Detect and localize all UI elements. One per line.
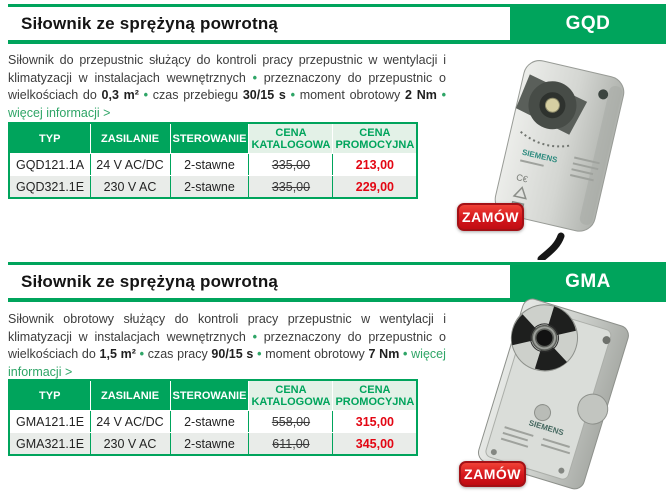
product-image-gqd-actuator: SIEMENS C€ bbox=[455, 52, 655, 263]
cell-power: 230 V AC bbox=[89, 432, 171, 456]
col-header-typ: TYP bbox=[8, 379, 91, 411]
desc-spec: 1,5 m² bbox=[99, 347, 136, 361]
cell-power: 24 V AC/DC bbox=[89, 153, 171, 176]
table-header-row: TYP ZASILANIE STEROWANIE CENA KATALOGOWA… bbox=[8, 122, 418, 154]
product-series-badge-gma: GMA bbox=[565, 271, 611, 292]
product-image-gma-actuator: SIEMENS bbox=[452, 296, 648, 494]
cell-type: GQD321.1E bbox=[8, 175, 91, 199]
cell-type: GMA121.1E bbox=[8, 410, 91, 433]
desc-text: moment obrotowy bbox=[299, 88, 401, 102]
product-description-gma: Siłownik obrotowy służący do kontroli pr… bbox=[8, 311, 446, 381]
section-title-box: Siłownik ze sprężyną powrotną bbox=[8, 265, 510, 298]
table-row: GQD121.1A 24 V AC/DC 2-stawne 335,00 213… bbox=[8, 153, 418, 176]
bullet-separator: • bbox=[257, 347, 262, 361]
price-table-gma: TYP ZASILANIE STEROWANIE CENA KATALOGOWA… bbox=[8, 379, 419, 456]
section-title: Siłownik ze sprężyną powrotną bbox=[21, 13, 279, 33]
product-series-badge-gqd: GQD bbox=[565, 13, 611, 34]
cell-control: 2-stawne bbox=[169, 432, 250, 456]
bullet-separator: • bbox=[252, 70, 257, 85]
col-header-zasilanie: ZASILANIE bbox=[89, 379, 171, 411]
col-header-cena-promocyjna: CENA PROMOCYJNA bbox=[332, 379, 418, 411]
desc-spec: 7 Nm bbox=[368, 347, 400, 361]
order-button-gqd[interactable]: ZAMÓW bbox=[457, 203, 524, 231]
cell-promo-price: 345,00 bbox=[332, 432, 418, 456]
desc-spec: 0,3 m² bbox=[101, 88, 139, 102]
desc-text: czas przebiegu bbox=[152, 88, 239, 102]
desc-text: przeznaczony do przepustnic o wielkościa… bbox=[8, 329, 446, 362]
desc-spec: 2 Nm bbox=[405, 88, 437, 102]
bullet-separator: • bbox=[139, 347, 144, 361]
cell-power: 24 V AC/DC bbox=[89, 410, 171, 433]
cell-control: 2-stawne bbox=[169, 153, 250, 176]
bullet-separator: • bbox=[441, 88, 446, 102]
desc-text: moment obrotowy bbox=[265, 347, 365, 361]
section-title-box: Siłownik ze sprężyną powrotną bbox=[8, 7, 510, 40]
power-cable bbox=[537, 232, 565, 263]
desc-spec: 90/15 s bbox=[211, 347, 254, 361]
cell-promo-price: 229,00 bbox=[332, 175, 418, 199]
price-table-gqd: TYP ZASILANIE STEROWANIE CENA KATALOGOWA… bbox=[8, 122, 419, 199]
cell-control: 2-stawne bbox=[169, 175, 250, 199]
table-row: GQD321.1E 230 V AC 2-stawne 335,00 229,0… bbox=[8, 175, 418, 199]
col-header-cena-katalogowa: CENA KATALOGOWA bbox=[248, 122, 334, 154]
svg-text:C€: C€ bbox=[515, 172, 528, 184]
table-header-row: TYP ZASILANIE STEROWANIE CENA KATALOGOWA… bbox=[8, 379, 418, 411]
bullet-separator: • bbox=[403, 347, 408, 361]
desc-spec: 30/15 s bbox=[242, 88, 286, 102]
col-header-sterowanie: STEROWANIE bbox=[169, 122, 250, 154]
order-button-gma[interactable]: ZAMÓW bbox=[459, 461, 526, 487]
table-row: GMA121.1E 24 V AC/DC 2-stawne 558,00 315… bbox=[8, 410, 418, 433]
col-header-cena-promocyjna: CENA PROMOCYJNA bbox=[332, 122, 418, 154]
cell-list-price: 335,00 bbox=[248, 153, 334, 176]
bullet-separator: • bbox=[290, 88, 295, 102]
cell-type: GMA321.1E bbox=[8, 432, 91, 456]
desc-text: Siłownik obrotowy służący do kontroli pr… bbox=[8, 312, 446, 344]
bullet-separator: • bbox=[143, 88, 149, 102]
cell-promo-price: 315,00 bbox=[332, 410, 418, 433]
section-header-gma: Siłownik ze sprężyną powrotną GMA bbox=[8, 262, 666, 302]
section-title: Siłownik ze sprężyną powrotną bbox=[21, 271, 279, 291]
cell-type: GQD121.1A bbox=[8, 153, 91, 176]
cell-promo-price: 213,00 bbox=[332, 153, 418, 176]
cell-list-price: 335,00 bbox=[248, 175, 334, 199]
cell-list-price: 611,00 bbox=[248, 432, 334, 456]
desc-text: Siłownik do przepustnic służący do kontr… bbox=[8, 53, 446, 85]
col-header-zasilanie: ZASILANIE bbox=[89, 122, 171, 154]
product-description-gqd: Siłownik do przepustnic służący do kontr… bbox=[8, 52, 446, 122]
cell-control: 2-stawne bbox=[169, 410, 250, 433]
col-header-sterowanie: STEROWANIE bbox=[169, 379, 250, 411]
col-header-typ: TYP bbox=[8, 122, 91, 154]
table-row: GMA321.1E 230 V AC 2-stawne 611,00 345,0… bbox=[8, 432, 418, 456]
cell-power: 230 V AC bbox=[89, 175, 171, 199]
cell-list-price: 558,00 bbox=[248, 410, 334, 433]
col-header-cena-katalogowa: CENA KATALOGOWA bbox=[248, 379, 334, 411]
more-info-link[interactable]: więcej informacji > bbox=[8, 347, 446, 379]
desc-text: przeznaczony do przepustnic o wielkościa… bbox=[8, 70, 446, 103]
bullet-separator: • bbox=[252, 329, 257, 344]
more-info-link[interactable]: więcej informacji > bbox=[8, 105, 111, 120]
section-header-gqd: Siłownik ze sprężyną powrotną GQD bbox=[8, 4, 666, 44]
desc-text: czas pracy bbox=[147, 347, 208, 361]
